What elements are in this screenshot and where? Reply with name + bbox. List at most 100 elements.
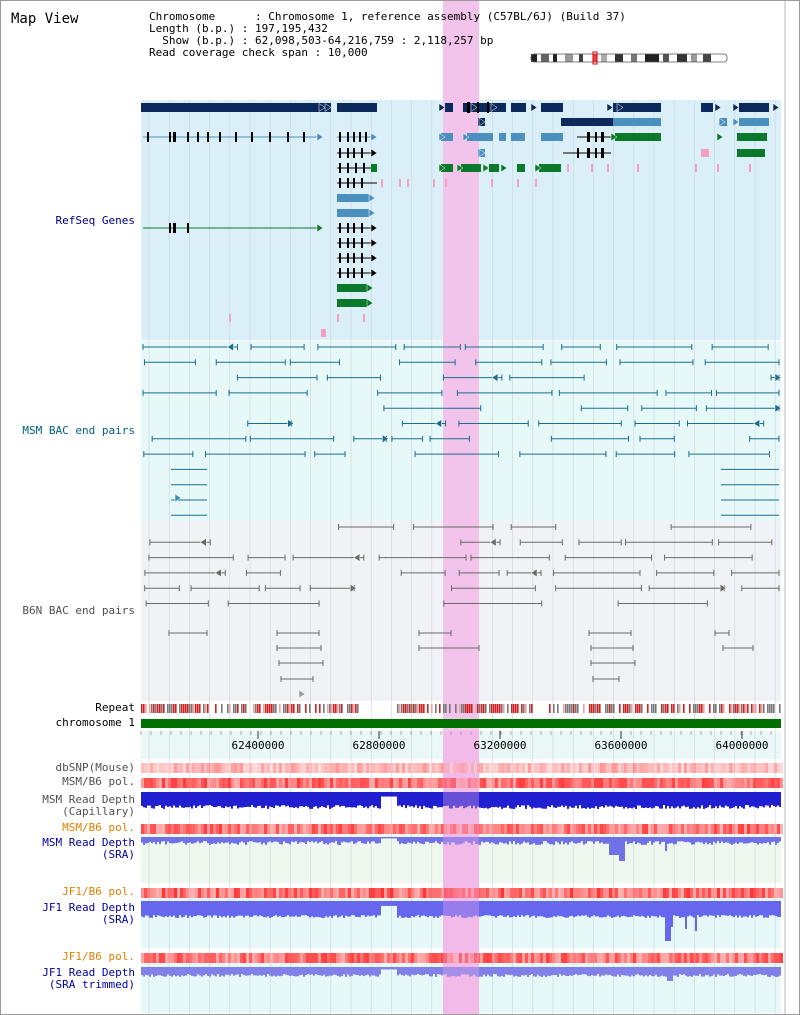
jf1-sra-depth-bar: [501, 901, 503, 916]
msm-capillary-depth-bar: [395, 792, 397, 797]
msm-capillary-depth-bar: [595, 792, 597, 807]
jf1-sra-depth-bar: [441, 901, 443, 916]
msm-b6-pol-heat-cell: [522, 778, 525, 788]
jf1-sra-depth-bar: [355, 901, 357, 917]
jf1-sra-depth-bar: [555, 901, 557, 917]
ideogram-band: [691, 54, 697, 62]
jf1-trim-depth-bar: [297, 967, 299, 977]
jf1-b6-pol-heat-cell: [588, 953, 591, 963]
msm-sra-depth-bar: [727, 837, 729, 843]
jf1-b6-pol-heat-cell: [483, 953, 486, 963]
msm-b6-pol-heat-cell: [354, 778, 357, 788]
strand-arrow: [370, 238, 378, 248]
dbsnp-heat-cell: [399, 763, 402, 773]
jf1-b6-pol-heat-cell: [333, 888, 336, 898]
msm-capillary-depth-bar: [617, 792, 619, 807]
jf1-sra-depth-bar: [767, 901, 769, 918]
jf1-trim-depth-bar: [479, 967, 481, 977]
dbsnp-heat-cell: [759, 763, 762, 773]
dbsnp-heat-cell: [282, 763, 285, 773]
jf1-b6-pol-heat-cell: [168, 953, 171, 963]
jf1-sra-depth-bar: [169, 901, 171, 916]
jf1-sra-depth-bar: [343, 901, 345, 918]
jf1-sra-depth-bar: [431, 901, 433, 916]
jf1-b6-pol-heat-cell: [516, 953, 519, 963]
msm-b6-pol-heat-cell: [231, 824, 234, 834]
jf1-trim-depth-bar: [287, 967, 289, 976]
dbsnp-heat-cell: [735, 763, 738, 773]
msm-b6-pol-heat-cell: [456, 824, 459, 834]
dbsnp-heat-cell: [243, 763, 246, 773]
jf1-sra-depth-bar: [717, 901, 719, 916]
jf1-b6-pol-heat-cell: [321, 953, 324, 963]
repeat-element: [333, 704, 335, 713]
msm-capillary-depth-bar: [187, 792, 189, 808]
msm-capillary-depth-bar: [231, 792, 233, 809]
msm-b6-pol-heat-cell: [447, 778, 450, 788]
repeat-element: [455, 704, 457, 713]
dbsnp-heat-cell: [600, 763, 603, 773]
msm-sra-depth-bar: [379, 837, 381, 844]
gene-pink-tick: [445, 179, 447, 187]
dbsnp-heat-cell: [411, 763, 414, 773]
repeat-element: [695, 704, 697, 713]
dbsnp-heat-cell: [294, 763, 297, 773]
jf1-sra-depth-bar: [439, 901, 441, 917]
jf1-trim-depth-bar: [507, 967, 509, 975]
jf1-sra-depth-bar: [201, 901, 203, 916]
jf1-trim-depth-bar: [339, 967, 341, 977]
jf1-b6-pol-heat-cell: [282, 888, 285, 898]
jf1-trim-depth-bar: [377, 967, 379, 977]
jf1-b6-pol-heat-cell: [282, 953, 285, 963]
jf1-sra-depth-bar: [347, 901, 349, 917]
dbsnp-heat-cell: [729, 763, 732, 773]
msm-b6-pol-heat-cell: [423, 824, 426, 834]
jf1-sra-depth-bar: [757, 901, 759, 917]
msm-sra-depth-bar: [665, 837, 667, 851]
gene-navy-body: [701, 103, 713, 112]
msm-sra-depth-bar: [669, 837, 671, 844]
jf1-b6-pol-heat-cell: [591, 953, 594, 963]
repeat-element: [427, 704, 429, 713]
msm-b6-pol-heat-cell: [648, 824, 651, 834]
msm-sra-depth-bar: [361, 837, 363, 844]
msm-sra-depth-bar: [373, 837, 375, 842]
jf1-sra-depth-bar: [771, 901, 773, 916]
msm-capillary-depth-bar: [413, 792, 415, 808]
repeat-element: [221, 704, 223, 713]
jf1-sra-depth-bar: [607, 901, 609, 916]
jf1-trim-depth-bar: [335, 967, 337, 975]
msm-capillary-depth-bar: [763, 792, 765, 808]
msm-sra-depth-bar: [747, 837, 749, 844]
msm-capillary-depth-bar: [195, 792, 197, 808]
dbsnp-heat-cell: [651, 763, 654, 773]
msm-capillary-depth-bar: [439, 792, 441, 808]
jf1-b6-pol-heat-cell: [150, 953, 153, 963]
jf1-b6-pol-heat-cell: [495, 953, 498, 963]
msm-capillary-depth-bar: [249, 792, 251, 808]
dbsnp-heat-cell: [672, 763, 675, 773]
jf1-trim-depth-bar: [467, 967, 469, 975]
msm-sra-depth-bar: [657, 837, 659, 842]
jf1-b6-pol-heat-cell: [327, 888, 330, 898]
jf1-b6-pol-heat-cell: [579, 888, 582, 898]
dbsnp-heat-cell: [630, 763, 633, 773]
dbsnp-heat-cell: [462, 763, 465, 773]
msm-sra-depth-bar: [639, 837, 641, 844]
jf1-sra-depth-bar: [155, 901, 157, 918]
msm-b6-pol-heat-cell: [552, 824, 555, 834]
jf1-sra-depth-bar: [523, 901, 525, 917]
exon: [303, 132, 305, 142]
repeat-element: [611, 704, 613, 713]
repeat-element: [737, 704, 739, 713]
msm-capillary-depth-bar: [741, 792, 743, 808]
msm-b6-pol-heat-cell: [369, 824, 372, 834]
jf1-sra-depth-bar: [387, 901, 389, 906]
jf1-b6-pol-heat-cell: [396, 953, 399, 963]
jf1-b6-pol-heat-cell: [747, 888, 750, 898]
jf1-trim-depth-bar: [711, 967, 713, 976]
jf1-b6-pol-heat-cell: [288, 953, 291, 963]
msm-b6-pol-heat-cell: [315, 778, 318, 788]
jf1-b6-pol-heat-cell: [252, 888, 255, 898]
jf1-trim-depth-bar: [649, 967, 651, 975]
